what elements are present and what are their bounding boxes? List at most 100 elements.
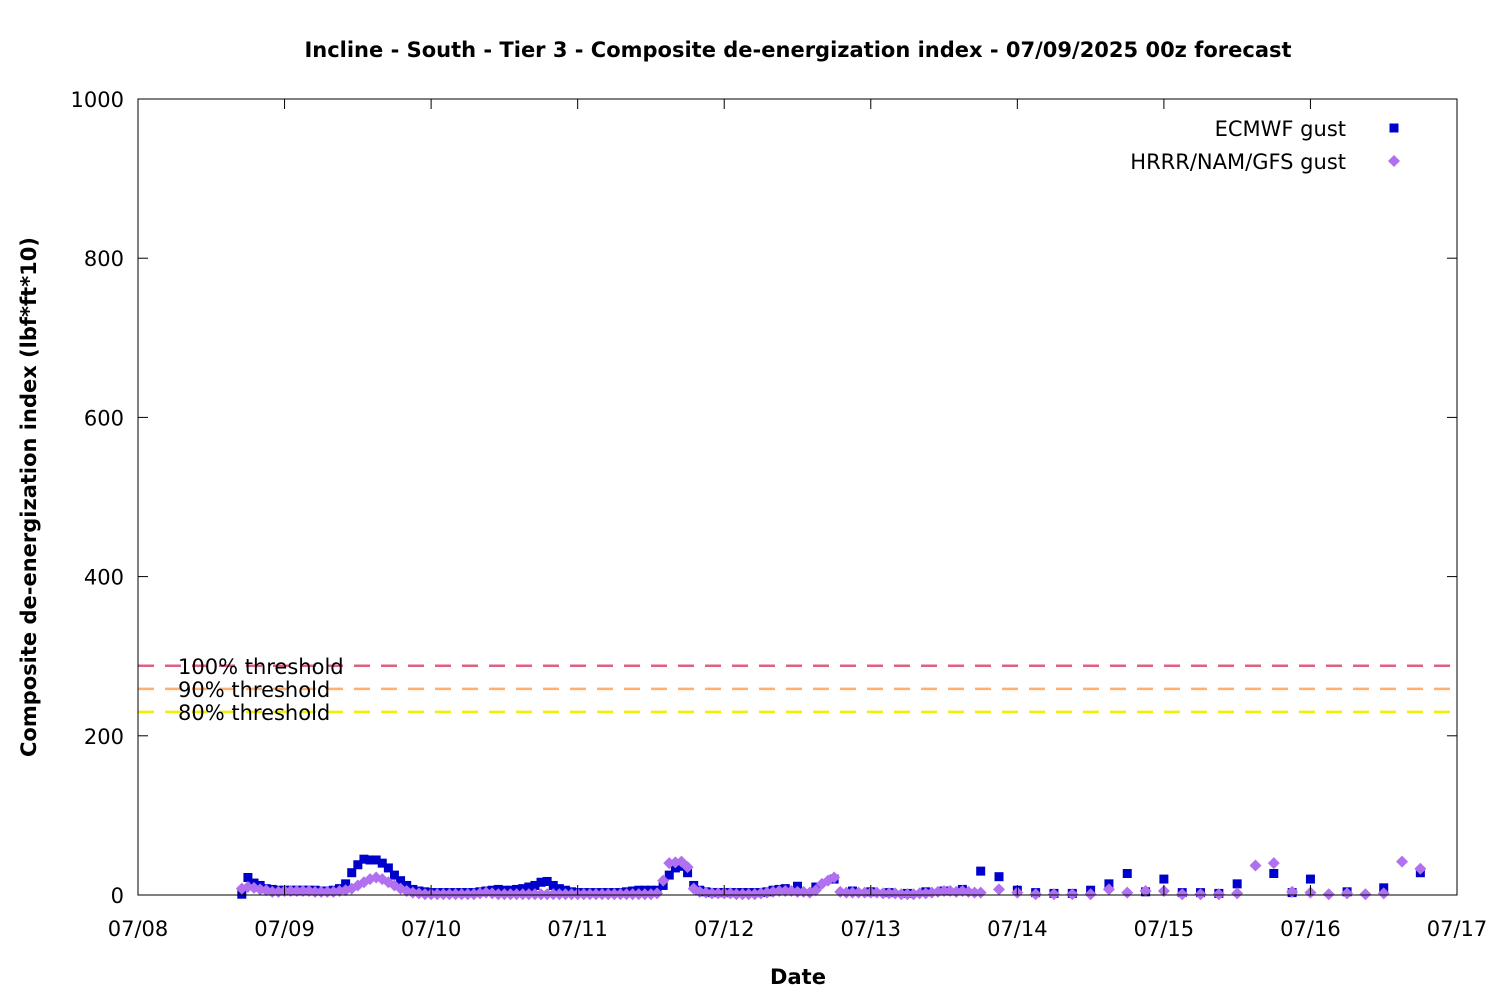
y-tick-label: 1000 <box>71 88 124 112</box>
ecmwf-gust-point <box>1232 879 1242 889</box>
hrrr-gust-point <box>876 887 889 900</box>
hrrr-gust-point <box>528 888 541 901</box>
hrrr-gust-point <box>290 885 303 898</box>
x-tick-label: 07/11 <box>547 917 608 941</box>
hrrr-gust-point <box>437 888 450 901</box>
hrrr-gust-point <box>498 888 511 901</box>
ecmwf-gust-point <box>341 879 351 889</box>
ecmwf-gust-point <box>1159 874 1169 884</box>
ecmwf-gust-point <box>994 872 1004 882</box>
legend-label: ECMWF gust <box>1215 117 1346 141</box>
legend: ECMWF gust HRRR/NAM/GFS gust <box>1130 117 1400 174</box>
hrrr-gust-point <box>608 888 621 901</box>
hrrr-gust-point <box>883 887 896 900</box>
y-tick-label: 400 <box>84 566 124 590</box>
x-tick-label: 07/08 <box>108 917 169 941</box>
hrrr-gust-point <box>589 888 602 901</box>
hrrr-gust-point <box>602 888 615 901</box>
hrrr-gust-point <box>1084 888 1097 901</box>
hrrr-gust-point <box>974 886 987 899</box>
hrrr-gust-point <box>993 883 1006 896</box>
ecmwf-gust-point <box>371 855 381 865</box>
ecmwf-gust-point <box>1122 869 1132 879</box>
x-tick-label: 07/17 <box>1427 917 1488 941</box>
hrrr-gust-point <box>1267 857 1280 870</box>
ecmwf-gust-point <box>976 866 986 876</box>
hrrr-gust-point <box>712 887 725 900</box>
hrrr-gust-point <box>1396 855 1409 868</box>
threshold-label: 90% threshold <box>178 678 330 702</box>
hrrr-gust-point <box>706 887 719 900</box>
ecmwf-gust-point <box>383 863 393 873</box>
y-tick-label: 200 <box>84 725 124 749</box>
x-tick-label: 07/09 <box>254 917 315 941</box>
threshold-label: 80% threshold <box>178 701 330 725</box>
hrrr-gust-point <box>431 888 444 901</box>
legend-label: HRRR/NAM/GFS gust <box>1130 150 1346 174</box>
hrrr-gust-point <box>858 886 871 899</box>
hrrr-gust-point <box>1359 888 1372 901</box>
x-tick-label: 07/12 <box>694 917 755 941</box>
hrrr-gust-point <box>1176 888 1189 901</box>
series-hrrr-points <box>235 855 1427 901</box>
x-tick-label: 07/15 <box>1134 917 1195 941</box>
hrrr-gust-point <box>626 888 639 901</box>
hrrr-gust-point <box>1212 888 1225 901</box>
hrrr-gust-point <box>492 888 505 901</box>
hrrr-gust-point <box>938 885 951 898</box>
hrrr-gust-point <box>657 874 670 887</box>
hrrr-gust-point <box>1047 888 1060 901</box>
hrrr-gust-point <box>742 888 755 901</box>
hrrr-gust-point <box>596 888 609 901</box>
hrrr-gust-point <box>773 885 786 898</box>
hrrr-gust-point <box>583 888 596 901</box>
axes: 0 200 400 600 800 1000 07/08 07/09 07/10 07/11 07/… <box>71 88 1488 941</box>
y-tick-label: 800 <box>84 247 124 271</box>
y-axis-label: Composite de-energization index (lbf*ft*… <box>17 237 41 757</box>
ecmwf-gust-point <box>1305 874 1315 884</box>
hrrr-gust-point <box>828 871 841 884</box>
hrrr-gust-point <box>419 888 432 901</box>
hrrr-gust-point <box>1029 888 1042 901</box>
ecmwf-gust-point <box>359 854 369 864</box>
ecmwf-gust-point <box>548 880 558 890</box>
ecmwf-gust-point <box>542 876 552 886</box>
hrrr-gust-point <box>736 888 749 901</box>
hrrr-gust-point <box>565 888 578 901</box>
hrrr-gust-point <box>248 881 261 894</box>
hrrr-gust-point <box>681 861 694 874</box>
hrrr-gust-point <box>632 888 645 901</box>
x-tick-label: 07/14 <box>987 917 1048 941</box>
hrrr-gust-point <box>461 888 474 901</box>
hrrr-gust-point <box>296 885 309 898</box>
hrrr-gust-point <box>901 888 914 901</box>
hrrr-gust-point <box>852 886 865 899</box>
legend-marker <box>1389 123 1399 133</box>
hrrr-gust-point <box>846 886 859 899</box>
hrrr-gust-point <box>1139 885 1152 898</box>
hrrr-gust-point <box>913 887 926 900</box>
hrrr-gust-point <box>614 888 627 901</box>
hrrr-gust-point <box>284 885 297 898</box>
hrrr-gust-point <box>1249 859 1262 872</box>
hrrr-gust-point <box>1066 888 1079 901</box>
ecmwf-gust-point <box>365 855 375 865</box>
hrrr-gust-point <box>522 888 535 901</box>
hrrr-gust-point <box>516 888 529 901</box>
ecmwf-gust-point <box>377 858 387 868</box>
hrrr-gust-point <box>968 886 981 899</box>
hrrr-gust-point <box>840 886 853 899</box>
x-tick-label: 07/10 <box>401 917 462 941</box>
ecmwf-gust-point <box>353 860 363 870</box>
hrrr-gust-point <box>535 888 548 901</box>
data-points <box>235 854 1427 901</box>
hrrr-gust-point <box>547 888 560 901</box>
hrrr-gust-point <box>779 885 792 898</box>
hrrr-gust-point <box>577 888 590 901</box>
hrrr-gust-point <box>1194 888 1207 901</box>
hrrr-gust-point <box>1377 887 1390 900</box>
threshold-label: 100% threshold <box>178 655 344 679</box>
hrrr-gust-point <box>1121 886 1134 899</box>
